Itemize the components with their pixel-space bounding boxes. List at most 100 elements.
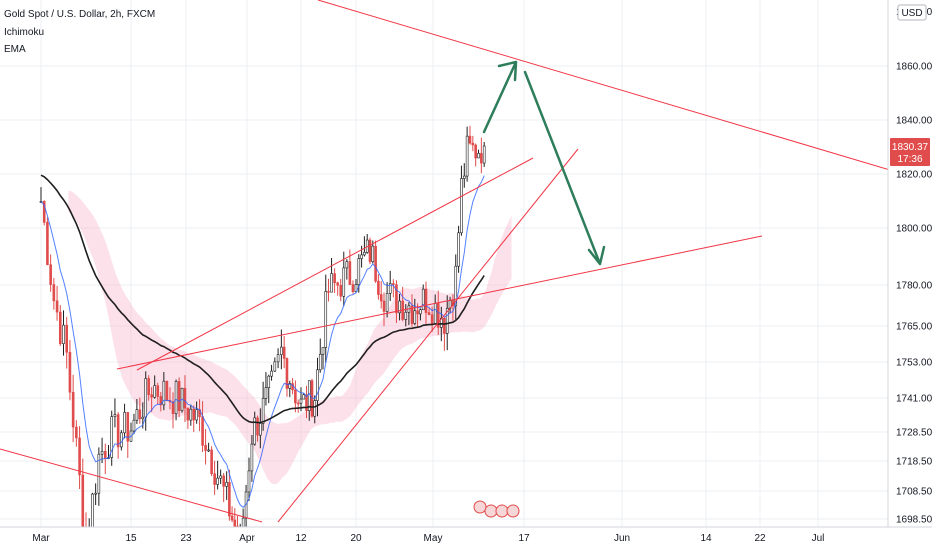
projection-arrow-down[interactable] xyxy=(523,70,606,266)
candle-up xyxy=(477,153,480,159)
candle-up xyxy=(371,245,375,262)
candle-up xyxy=(273,361,277,372)
candle-up xyxy=(357,258,361,285)
candle-up xyxy=(457,232,460,267)
projection-arrows[interactable] xyxy=(482,60,606,266)
price-tick-label: 1741.00 xyxy=(896,394,932,405)
candle-down xyxy=(55,300,59,313)
legend-indicator-ema[interactable]: EMA xyxy=(4,44,26,55)
candle-down xyxy=(374,245,377,282)
trendline-upper-resistance[interactable] xyxy=(317,0,891,171)
time-tick-label: Apr xyxy=(239,533,255,544)
candle-down xyxy=(186,407,190,421)
candle-down xyxy=(42,201,46,223)
candle-up xyxy=(261,398,265,424)
candle-down xyxy=(222,475,225,487)
candle-down xyxy=(410,305,414,324)
price-tick-label: 1753.00 xyxy=(896,358,932,369)
candle-down xyxy=(78,437,81,476)
candle-up xyxy=(135,409,139,421)
trendlines[interactable] xyxy=(0,0,891,523)
candle-down xyxy=(436,303,440,328)
candle-up xyxy=(62,324,65,345)
candle-up xyxy=(454,265,458,307)
candle-up xyxy=(113,414,117,417)
price-tick-label: 1780.00 xyxy=(896,281,932,292)
candle-down xyxy=(395,284,398,314)
candle-down xyxy=(474,144,477,159)
candle-up xyxy=(264,387,268,399)
candle-up xyxy=(91,493,94,533)
candle-up xyxy=(162,380,166,406)
candle-up xyxy=(404,311,408,320)
countdown-timer: 17:36 xyxy=(897,154,922,165)
time-tick-label: 14 xyxy=(700,533,712,544)
candle-up xyxy=(419,309,422,315)
trendline-channel-base[interactable] xyxy=(116,235,763,370)
candle-up xyxy=(120,432,123,448)
trendline-lower-support[interactable] xyxy=(0,448,263,523)
candle-down xyxy=(228,482,231,517)
candle-up xyxy=(247,470,251,493)
economic-events-flag[interactable] xyxy=(473,500,520,518)
time-tick-label: 22 xyxy=(754,533,766,544)
time-scale-background xyxy=(0,527,932,550)
candle-down xyxy=(147,378,150,396)
candle-up xyxy=(97,453,101,494)
last-price-value: 1830.37 xyxy=(892,142,929,153)
candle-up xyxy=(253,417,257,445)
candle-up xyxy=(398,300,401,314)
projection-arrow-up[interactable] xyxy=(482,60,518,134)
candle-down xyxy=(468,135,472,144)
price-tick-label: 1718.50 xyxy=(896,457,932,468)
legend-indicator-ichimoku[interactable]: Ichimoku xyxy=(4,27,44,38)
candle-down xyxy=(285,358,289,389)
candle-up xyxy=(153,385,156,398)
candle-up xyxy=(250,443,254,472)
candle-up xyxy=(313,400,317,417)
chart-legend[interactable]: Gold Spot / U.S. Dollar, 2h, FXCM Ichimo… xyxy=(4,9,155,55)
candle-up xyxy=(363,252,366,256)
candle-down xyxy=(471,142,475,146)
price-tick-label: 1728.50 xyxy=(896,428,932,439)
candle-up xyxy=(280,346,283,355)
candle-down xyxy=(210,449,213,475)
legend-symbol-title[interactable]: Gold Spot / U.S. Dollar, 2h, FXCM xyxy=(4,9,155,20)
candle-down xyxy=(296,402,300,405)
trendline-channel-top[interactable] xyxy=(136,157,534,371)
candle-down xyxy=(382,300,386,312)
candle-up xyxy=(324,291,328,348)
currency-badge-label: USD xyxy=(901,8,922,19)
time-tick-label: 20 xyxy=(350,533,362,544)
currency-badge[interactable]: USD xyxy=(897,4,927,21)
candle-down xyxy=(116,414,120,448)
trendline-rising-support[interactable] xyxy=(277,148,579,523)
candles xyxy=(39,125,486,550)
candle-up xyxy=(316,369,319,401)
price-tick-label: 1698.50 xyxy=(896,515,932,526)
candle-down xyxy=(81,474,85,530)
candle-down xyxy=(256,417,259,436)
candle-up xyxy=(345,261,349,269)
candle-up xyxy=(144,378,148,418)
candle-up xyxy=(321,347,325,355)
time-tick-label: 12 xyxy=(295,533,307,544)
time-tick-label: 15 xyxy=(125,533,137,544)
candle-up xyxy=(433,303,437,325)
price-tick-label: 1800.00 xyxy=(896,224,932,235)
time-tick-label: 17 xyxy=(518,533,530,544)
candle-up xyxy=(216,477,219,485)
candle-up xyxy=(123,412,126,434)
candle-down xyxy=(368,239,372,262)
candle-up xyxy=(288,383,292,389)
candle-up xyxy=(360,254,363,259)
time-scale[interactable]: Mar 15 23 Apr 12 20 May 17 Jun 14 22 Jul xyxy=(32,533,824,544)
time-tick-label: Mar xyxy=(32,533,50,544)
candle-up xyxy=(413,310,417,324)
candle-down xyxy=(204,445,207,451)
candle-down xyxy=(305,394,308,411)
candle-down xyxy=(103,451,107,459)
candle-down xyxy=(424,288,428,313)
candle-down xyxy=(230,515,234,521)
